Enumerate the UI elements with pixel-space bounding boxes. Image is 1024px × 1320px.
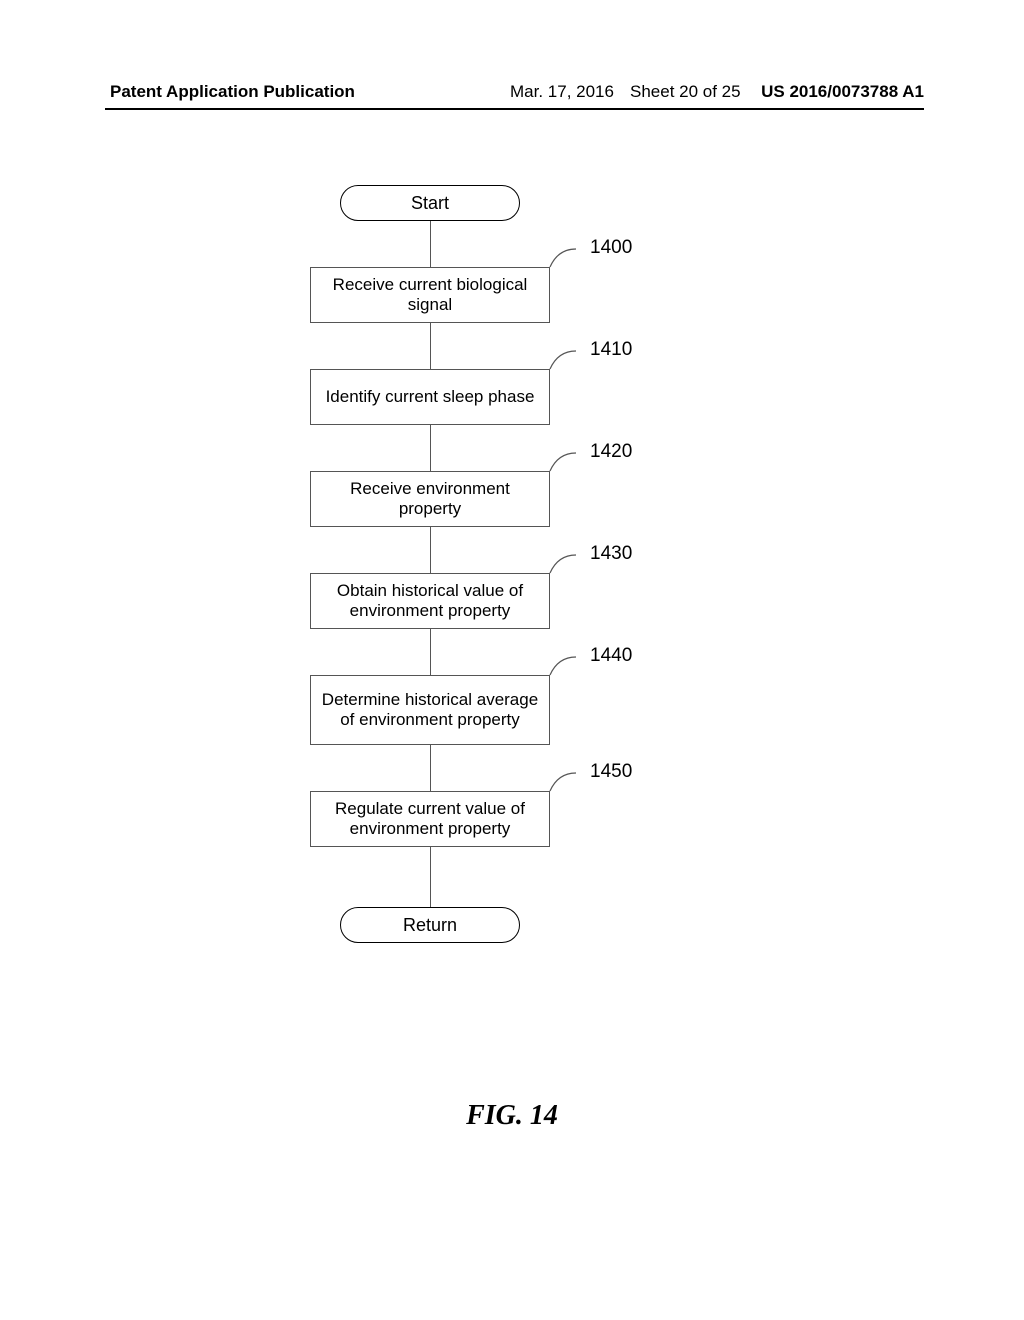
connector [430, 629, 431, 675]
ref-1450: 1450 [590, 761, 632, 783]
callout-1430 [548, 551, 588, 571]
connector [430, 745, 431, 791]
step-1440-wrap: Determine historical average of environm… [300, 675, 560, 745]
step-1410-label: Identify current sleep phase [326, 387, 535, 407]
step-1430-label: Obtain historical value of environment p… [319, 581, 541, 620]
step-1450-wrap: Regulate current value of environment pr… [300, 791, 560, 847]
step-1430-wrap: Obtain historical value of environment p… [300, 573, 560, 629]
step-1410: Identify current sleep phase [310, 369, 550, 425]
connector [430, 323, 431, 369]
step-1400-wrap: Receive current biological signal 1400 [300, 267, 560, 323]
connector [430, 425, 431, 471]
ref-1410: 1410 [590, 339, 632, 361]
step-1420-label: Receive environment property [319, 479, 541, 518]
step-1440-label: Determine historical average of environm… [319, 690, 541, 729]
figure-caption: FIG. 14 [0, 1100, 1024, 1132]
callout-1450 [548, 769, 588, 789]
patent-page: Patent Application Publication Mar. 17, … [0, 0, 1024, 1320]
return-label: Return [403, 915, 457, 936]
header-rule [105, 108, 924, 110]
ref-1400: 1400 [590, 237, 632, 259]
start-label: Start [411, 193, 449, 214]
callout-1400 [548, 245, 588, 265]
step-1450: Regulate current value of environment pr… [310, 791, 550, 847]
step-1430: Obtain historical value of environment p… [310, 573, 550, 629]
header-date: Mar. 17, 2016 [510, 82, 614, 102]
connector [430, 527, 431, 573]
ref-1420: 1420 [590, 441, 632, 463]
connector [430, 847, 431, 907]
ref-1430: 1430 [590, 543, 632, 565]
callout-1410 [548, 347, 588, 367]
ref-1440: 1440 [590, 645, 632, 667]
step-1440: Determine historical average of environm… [310, 675, 550, 745]
callout-1420 [548, 449, 588, 469]
step-1400-label: Receive current biological signal [319, 275, 541, 314]
step-1420-wrap: Receive environment property 1420 [300, 471, 560, 527]
step-1420: Receive environment property [310, 471, 550, 527]
return-terminator: Return [340, 907, 520, 943]
header-sheet-number: Sheet 20 of 25 [630, 82, 741, 102]
start-terminator: Start [340, 185, 520, 221]
step-1410-wrap: Identify current sleep phase 1410 [300, 369, 560, 425]
connector [430, 221, 431, 267]
step-1400: Receive current biological signal [310, 267, 550, 323]
header-publication-number: US 2016/0073788 A1 [761, 82, 924, 102]
header-publication-type: Patent Application Publication [110, 82, 355, 102]
callout-1440 [548, 653, 588, 673]
step-1450-label: Regulate current value of environment pr… [319, 799, 541, 838]
flow-column: Start Receive current biological signal … [300, 185, 560, 943]
